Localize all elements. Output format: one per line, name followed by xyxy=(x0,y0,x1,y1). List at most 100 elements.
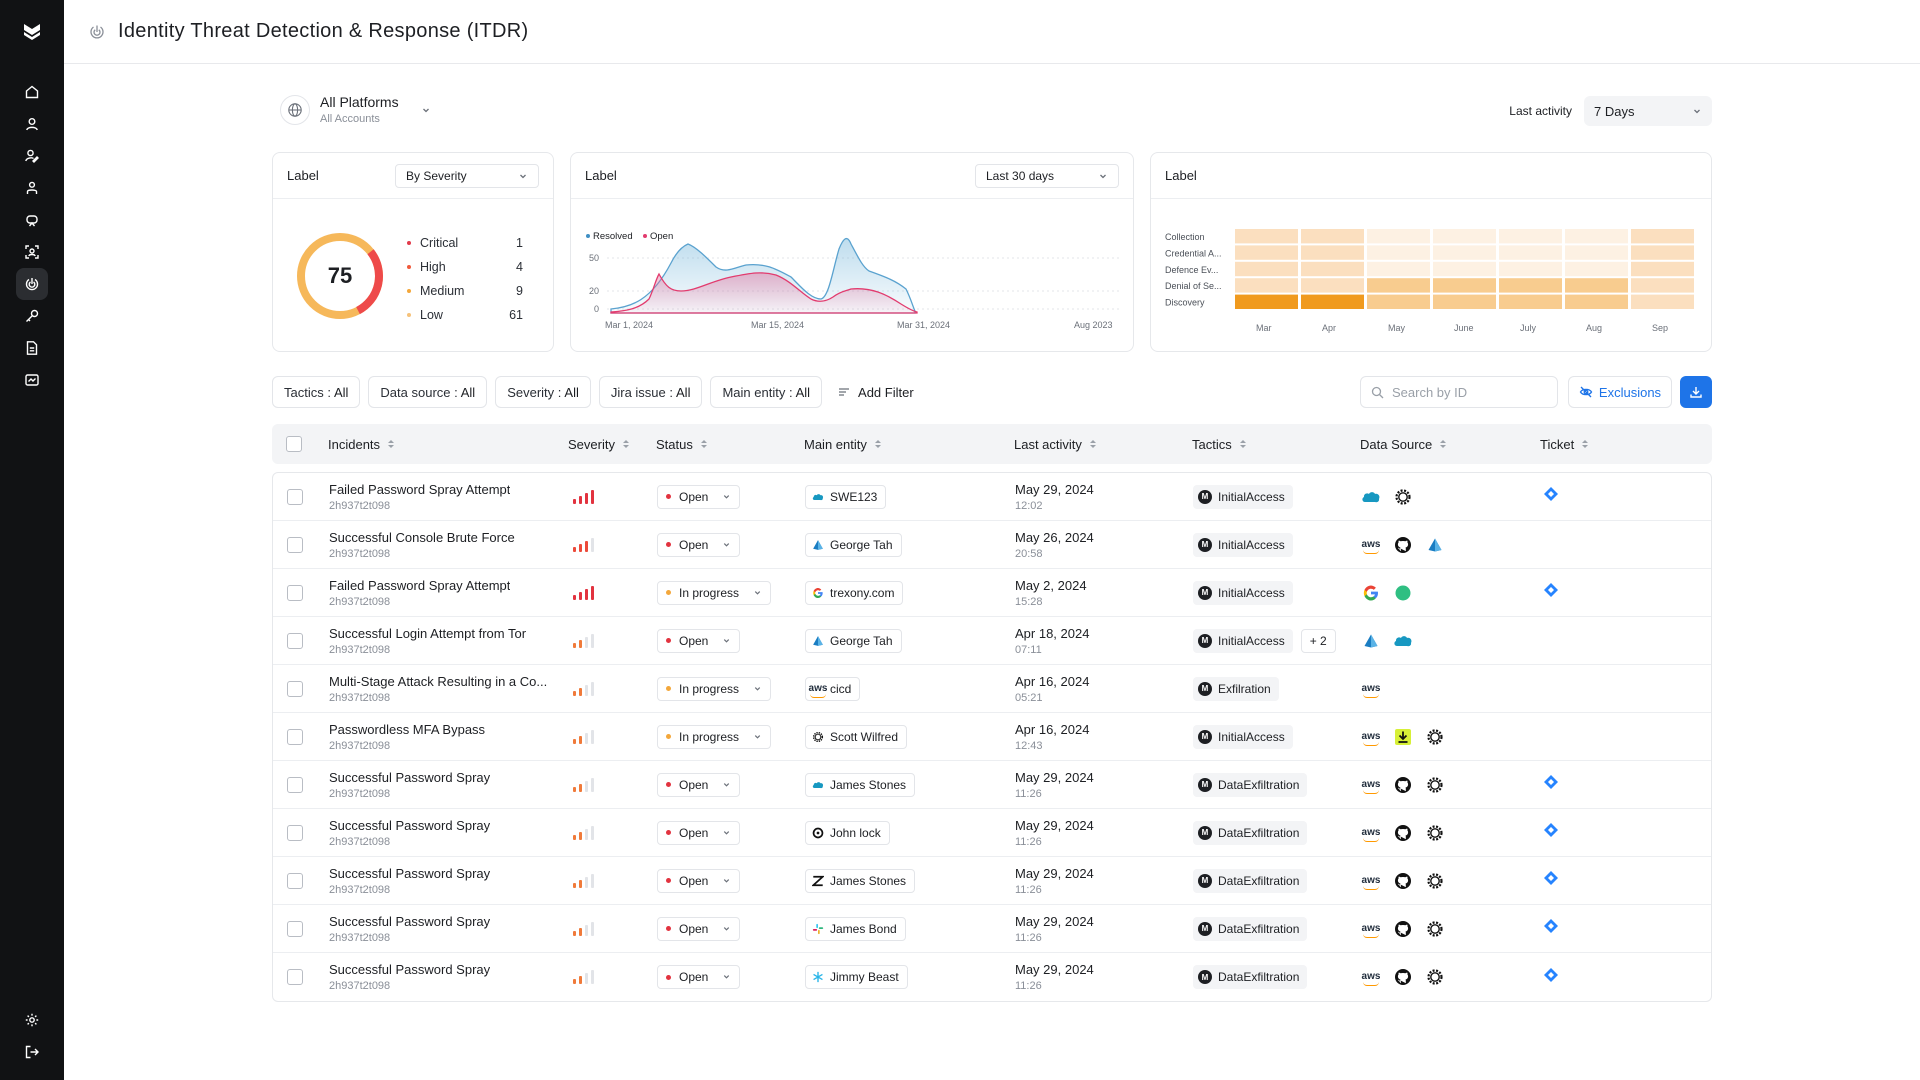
column-header[interactable]: Data Source xyxy=(1360,424,1447,464)
incident-title[interactable]: Successful Password Spray xyxy=(329,769,491,785)
table-row[interactable]: Failed Password Spray Attempt 2h937t2t098… xyxy=(273,473,1711,521)
tactic-chip[interactable]: M InitialAccess xyxy=(1193,580,1293,605)
column-header[interactable]: Main entity xyxy=(804,424,881,464)
filter-chip[interactable]: Tactics : All xyxy=(272,376,361,408)
incident-title[interactable]: Successful Password Spray xyxy=(329,962,491,977)
column-header[interactable]: Severity xyxy=(568,424,629,464)
sort-icon[interactable] xyxy=(388,440,395,448)
column-header[interactable]: Status xyxy=(656,424,707,464)
logout-icon[interactable] xyxy=(16,1036,48,1068)
sort-icon[interactable] xyxy=(1239,440,1246,448)
entity-chip[interactable]: James Stones xyxy=(805,772,916,797)
entity-chip[interactable]: George Tah xyxy=(805,628,902,653)
column-header[interactable]: Tactics xyxy=(1192,424,1246,464)
home-icon[interactable] xyxy=(16,76,48,108)
entity-chip[interactable]: James Bond xyxy=(805,916,906,941)
jira-icon[interactable] xyxy=(1543,967,1559,988)
filter-chip[interactable]: Jira issue : All xyxy=(598,376,703,408)
entity-chip[interactable]: James Stones xyxy=(805,868,916,893)
row-checkbox[interactable] xyxy=(287,872,303,889)
settings-icon[interactable] xyxy=(16,1004,48,1036)
incident-title[interactable]: Successful Console Brute Force xyxy=(329,529,515,545)
incident-title[interactable]: Successful Password Spray xyxy=(329,913,491,929)
jira-icon[interactable] xyxy=(1543,870,1559,891)
entity-chip[interactable]: Jimmy Beast xyxy=(805,965,908,989)
jira-icon[interactable] xyxy=(1543,774,1559,795)
tactic-chip[interactable]: M InitialAccess xyxy=(1193,724,1293,749)
table-row[interactable]: Successful Console Brute Force 2h937t2t09… xyxy=(273,521,1711,569)
tactic-chip[interactable]: M InitialAccess xyxy=(1193,484,1293,509)
table-row[interactable]: Successful Password Spray 2h937t2t098 Open… xyxy=(273,761,1711,809)
jira-icon[interactable] xyxy=(1543,918,1559,939)
row-checkbox[interactable] xyxy=(287,728,303,745)
sort-icon[interactable] xyxy=(622,440,629,448)
last-activity-select[interactable]: 7 Days xyxy=(1584,96,1712,126)
column-header[interactable]: Incidents xyxy=(328,424,395,464)
row-checkbox[interactable] xyxy=(287,824,303,841)
status-select[interactable]: Open xyxy=(657,820,741,845)
sort-icon[interactable] xyxy=(1089,440,1096,448)
row-checkbox[interactable] xyxy=(287,584,303,601)
tactic-chip[interactable]: M InitialAccess xyxy=(1193,628,1293,653)
status-select[interactable]: Open xyxy=(657,484,741,509)
incident-title[interactable]: Failed Password Spray Attempt xyxy=(329,481,511,497)
entity-chip[interactable]: trexony.com xyxy=(805,580,904,605)
table-row[interactable]: Passwordless MFA Bypass 2h937t2t098 In pro… xyxy=(273,713,1711,761)
incident-title[interactable]: Passwordless MFA Bypass xyxy=(329,721,486,737)
platform-selector[interactable]: All Platforms All Accounts xyxy=(280,94,431,125)
status-select[interactable]: Open xyxy=(657,772,741,797)
table-row[interactable]: Successful Password Spray 2h937t2t098 Open… xyxy=(273,953,1711,1001)
row-checkbox[interactable] xyxy=(287,488,303,505)
filter-chip[interactable]: Data source : All xyxy=(368,376,488,408)
table-row[interactable]: Successful Password Spray 2h937t2t098 Open… xyxy=(273,905,1711,953)
jira-icon[interactable] xyxy=(1543,582,1559,603)
sort-icon[interactable] xyxy=(1440,440,1447,448)
status-select[interactable]: In progress xyxy=(657,724,772,749)
sort-icon[interactable] xyxy=(700,440,707,448)
table-row[interactable]: Multi-Stage Attack Resulting in a Co... 2… xyxy=(273,665,1711,713)
tactic-chip[interactable]: M DataExfiltration xyxy=(1193,868,1308,893)
face-scan-icon[interactable] xyxy=(16,236,48,268)
incident-title[interactable]: Successful Password Spray xyxy=(329,865,491,881)
jira-icon[interactable] xyxy=(1543,822,1559,843)
document-icon[interactable] xyxy=(16,332,48,364)
row-checkbox[interactable] xyxy=(287,776,303,793)
entity-chip[interactable]: aws cicd xyxy=(805,676,861,701)
sort-icon[interactable] xyxy=(874,440,881,448)
table-row[interactable]: Successful Password Spray 2h937t2t098 Open… xyxy=(273,809,1711,857)
filter-chip[interactable]: Severity : All xyxy=(495,376,591,408)
tactic-chip[interactable]: M DataExfiltration xyxy=(1193,916,1308,941)
user-group-icon[interactable] xyxy=(16,172,48,204)
status-select[interactable]: In progress xyxy=(657,676,772,701)
user-icon[interactable] xyxy=(16,108,48,140)
entity-chip[interactable]: George Tah xyxy=(805,532,902,557)
severity-dropdown[interactable]: By Severity xyxy=(395,163,539,188)
row-checkbox[interactable] xyxy=(287,969,303,985)
entity-chip[interactable]: SWE123 xyxy=(805,484,887,509)
report-icon[interactable] xyxy=(16,364,48,396)
row-checkbox[interactable] xyxy=(287,680,303,697)
more-tactics-badge[interactable]: + 2 xyxy=(1300,628,1336,653)
jira-icon[interactable] xyxy=(1543,486,1559,507)
select-all-checkbox[interactable] xyxy=(286,436,302,452)
incident-title[interactable]: Successful Password Spray xyxy=(329,817,491,833)
tactic-chip[interactable]: M Exfilration xyxy=(1193,676,1279,701)
incident-title[interactable]: Multi-Stage Attack Resulting in a Co... xyxy=(329,673,548,689)
search-input[interactable] xyxy=(1392,384,1542,400)
table-row[interactable]: Successful Login Attempt from Tor 2h937t2… xyxy=(273,617,1711,665)
key-icon[interactable] xyxy=(16,300,48,332)
search-box[interactable] xyxy=(1360,376,1558,408)
entity-chip[interactable]: Scott Wilfred xyxy=(805,724,908,749)
status-select[interactable]: Open xyxy=(657,868,741,893)
trend-dropdown[interactable]: Last 30 days xyxy=(975,163,1119,188)
entity-chip[interactable]: John lock xyxy=(805,820,890,845)
tactic-chip[interactable]: M DataExfiltration xyxy=(1193,820,1308,845)
sort-icon[interactable] xyxy=(1582,440,1589,448)
incident-title[interactable]: Failed Password Spray Attempt xyxy=(329,577,511,593)
tactic-chip[interactable]: M DataExfiltration xyxy=(1193,965,1308,989)
exclusions-button[interactable]: Exclusions xyxy=(1568,376,1672,408)
status-select[interactable]: Open xyxy=(657,532,741,557)
filter-chip[interactable]: Main entity : All xyxy=(710,376,823,408)
incident-title[interactable]: Successful Login Attempt from Tor xyxy=(329,625,527,641)
status-select[interactable]: Open xyxy=(657,628,741,653)
